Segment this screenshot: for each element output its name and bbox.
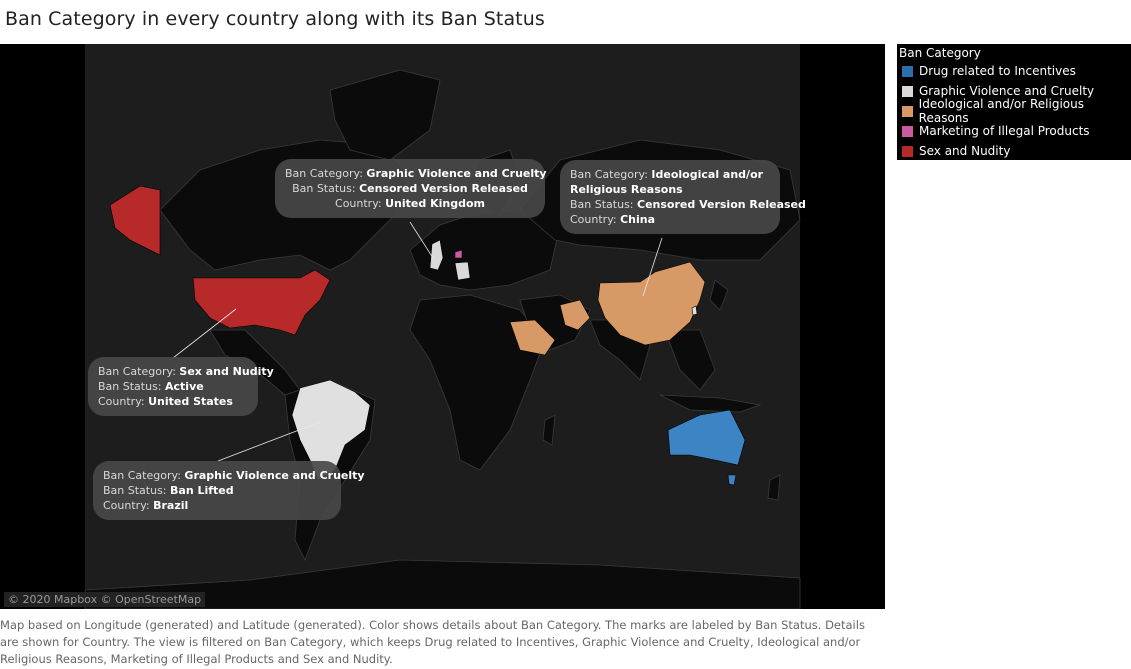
legend-item-ideological[interactable]: Ideological and/or Religious Reasons [902, 97, 1131, 125]
map-caption: Map based on Longitude (generated) and L… [0, 618, 865, 666]
legend-item-label: Graphic Violence and Cruelty [919, 84, 1095, 98]
taiwan-region[interactable] [691, 305, 698, 316]
tooltip-status: Censored Version Released [359, 182, 528, 195]
tooltip-category: Graphic Violence and Cruelty [184, 469, 365, 482]
tooltip-category-line1: Ideological and/or [651, 168, 764, 181]
legend-swatch [902, 85, 913, 97]
tooltip-united-states: Ban Category: Sex and Nudity Ban Status:… [88, 357, 274, 416]
iran-region[interactable] [559, 299, 591, 331]
world-map[interactable]: © 2020 Mapbox © OpenStreetMap [0, 44, 885, 609]
legend: Ban Category Drug related to Incentives … [897, 44, 1131, 160]
saudi-arabia-region[interactable] [509, 319, 556, 356]
legend-item-label: Sex and Nudity [919, 144, 1011, 158]
tooltip-label: Ban Status: [98, 380, 162, 393]
legend-swatch [902, 105, 913, 117]
tooltip-country: China [620, 213, 656, 226]
tooltip-united-kingdom: Ban Category: Graphic Violence and Cruel… [275, 159, 547, 218]
tooltip-label: Country: [335, 197, 382, 210]
legend-item-label: Ideological and/or Religious Reasons [918, 97, 1084, 125]
legend-swatch [902, 125, 913, 137]
tooltip-label: Ban Status: [103, 484, 167, 497]
tooltip-country: Brazil [153, 499, 189, 512]
alaska-region[interactable] [109, 185, 161, 256]
tooltip-label: Ban Category: [570, 168, 648, 181]
tooltip-category-line2: Religious Reasons [570, 183, 683, 196]
map-attribution[interactable]: © 2020 Mapbox © OpenStreetMap [4, 592, 206, 607]
brazil-region[interactable] [291, 379, 371, 481]
tooltip-label: Country: [103, 499, 150, 512]
legend-swatch [902, 145, 913, 157]
australia-region[interactable] [667, 409, 746, 466]
map-canvas[interactable] [0, 44, 885, 609]
tasmania-region[interactable] [727, 474, 737, 486]
tooltip-country: United States [148, 395, 233, 408]
china-region[interactable] [597, 261, 706, 346]
tooltip-label: Ban Category: [98, 365, 176, 378]
tooltip-status: Censored Version Released [637, 198, 806, 211]
tooltip-status: Ban Lifted [170, 484, 234, 497]
tooltip-status: Active [165, 380, 204, 393]
leader-lines [172, 221, 663, 462]
tooltip-label: Ban Category: [103, 469, 181, 482]
legend-item-drug[interactable]: Drug related to Incentives [902, 63, 1076, 79]
tooltip-china: Ban Category: Ideological and/or Religio… [560, 160, 806, 234]
germany-region[interactable] [454, 261, 471, 281]
united-states-region[interactable] [192, 269, 331, 336]
tooltip-country: United Kingdom [385, 197, 485, 210]
legend-swatch [902, 65, 913, 77]
tooltip-label: Ban Category: [285, 167, 363, 180]
tooltip-category: Sex and Nudity [179, 365, 274, 378]
netherlands-region[interactable] [454, 249, 463, 259]
tooltip-label: Country: [570, 213, 617, 226]
legend-title: Ban Category [899, 46, 981, 60]
tooltip-category: Graphic Violence and Cruelty [366, 167, 547, 180]
tooltip-label: Country: [98, 395, 145, 408]
tooltip-label: Ban Status: [570, 198, 634, 211]
legend-item-label: Marketing of Illegal Products [919, 124, 1090, 138]
united-kingdom-region[interactable] [429, 239, 444, 271]
page-title: Ban Category in every country along with… [5, 8, 545, 30]
legend-item-marketing[interactable]: Marketing of Illegal Products [902, 123, 1090, 139]
tooltip-label: Ban Status: [292, 182, 356, 195]
tooltip-brazil: Ban Category: Graphic Violence and Cruel… [93, 461, 365, 520]
legend-item-graphic-violence[interactable]: Graphic Violence and Cruelty [902, 83, 1094, 99]
legend-item-label: Drug related to Incentives [919, 64, 1076, 78]
legend-item-sex-nudity[interactable]: Sex and Nudity [902, 143, 1010, 159]
